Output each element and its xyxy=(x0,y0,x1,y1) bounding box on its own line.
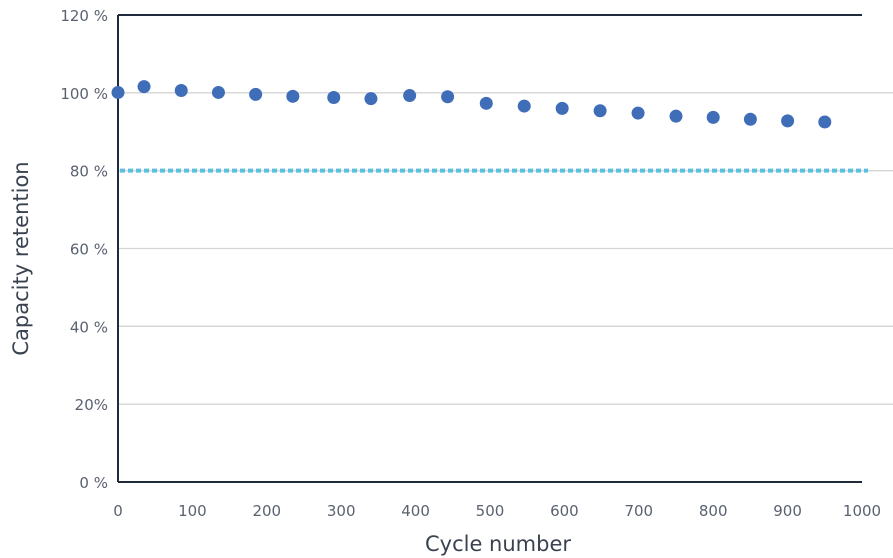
data-point xyxy=(781,114,795,128)
data-point xyxy=(441,90,455,104)
x-tick-label: 600 xyxy=(550,502,579,520)
data-point xyxy=(249,87,263,101)
data-point xyxy=(706,110,720,124)
data-point xyxy=(743,112,757,126)
data-point xyxy=(137,80,151,94)
data-points xyxy=(111,80,832,129)
data-point xyxy=(327,91,341,105)
x-tick-label: 900 xyxy=(773,502,802,520)
data-point xyxy=(364,92,378,106)
data-point xyxy=(111,85,125,99)
x-axis-title: Cycle number xyxy=(425,532,571,556)
data-point xyxy=(555,101,569,115)
data-point xyxy=(286,89,300,103)
x-tick-label: 200 xyxy=(252,502,281,520)
y-tick-labels: 0 % 20% 40 % 60 % 80 % 100 % 120 % xyxy=(60,7,108,492)
x-tick-label: 700 xyxy=(624,502,653,520)
y-tick-label: 20% xyxy=(75,396,108,414)
y-tick-label: 40 % xyxy=(70,318,108,336)
y-tick-label: 120 % xyxy=(60,7,108,25)
data-point xyxy=(479,96,493,110)
data-point xyxy=(631,106,645,120)
data-point xyxy=(403,89,417,103)
data-point xyxy=(593,104,607,118)
x-tick-labels: 0 100 200 300 400 500 600 700 800 900 1000 xyxy=(113,502,881,520)
y-tick-label: 80 % xyxy=(70,163,108,181)
x-tick-label: 400 xyxy=(401,502,430,520)
y-tick-label: 0 % xyxy=(79,474,108,492)
data-point xyxy=(174,83,188,97)
x-tick-label: 100 xyxy=(178,502,207,520)
x-tick-label: 1000 xyxy=(843,502,881,520)
gridlines xyxy=(118,92,893,405)
data-point xyxy=(669,109,683,123)
y-tick-label: 100 % xyxy=(60,85,108,103)
y-axis-title: Capacity retention xyxy=(9,161,33,355)
data-point xyxy=(818,115,832,129)
x-tick-label: 500 xyxy=(476,502,505,520)
x-tick-label: 300 xyxy=(327,502,356,520)
y-tick-label: 60 % xyxy=(70,241,108,259)
x-tick-label: 800 xyxy=(699,502,728,520)
data-point xyxy=(517,99,531,113)
x-tick-label: 0 xyxy=(113,502,123,520)
data-point xyxy=(211,85,225,99)
